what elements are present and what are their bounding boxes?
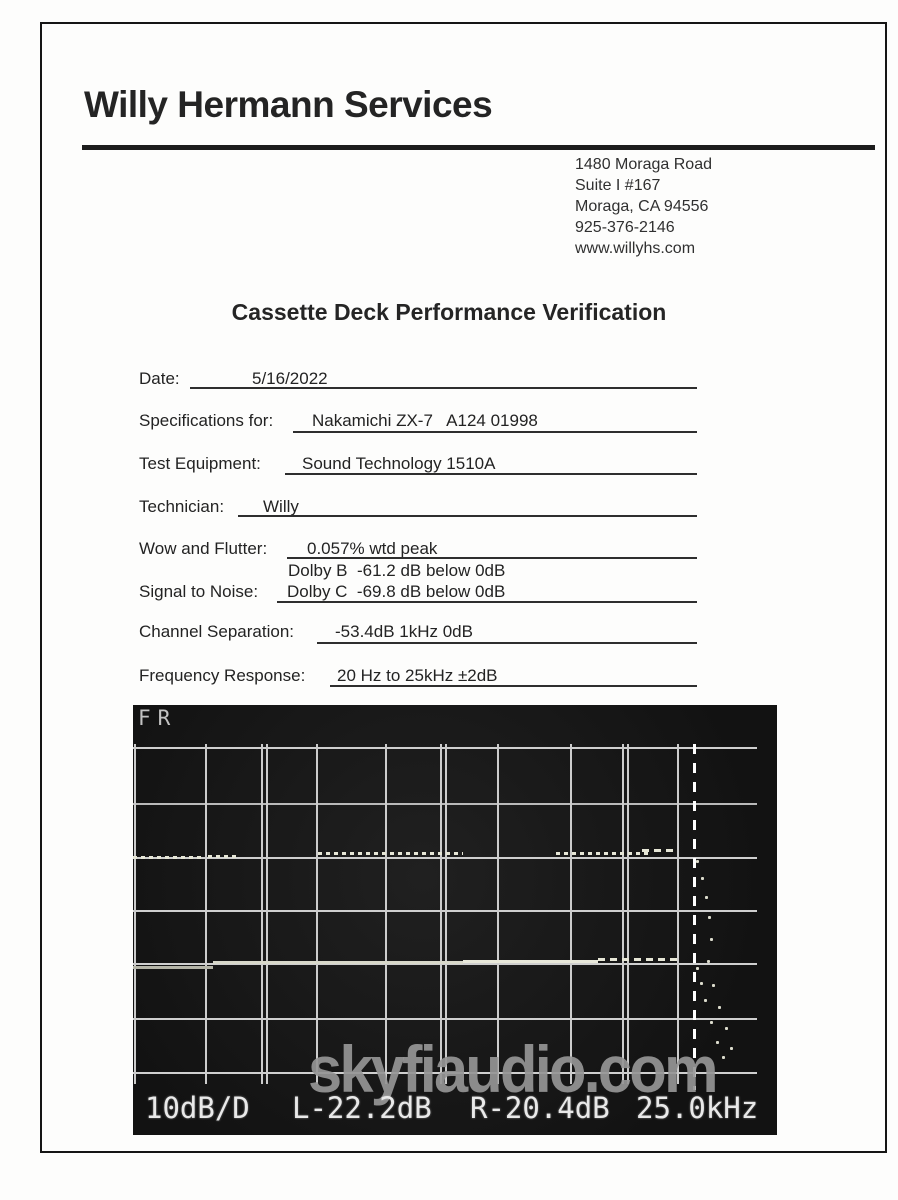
scope-trace-dot (701, 877, 704, 880)
field-label-technician: Technician: (139, 497, 225, 516)
scope-trace-upper (133, 856, 203, 859)
field-underline (277, 601, 697, 603)
field-underline (285, 473, 697, 475)
scope-grid-vline (261, 744, 263, 1084)
field-value-channel-separation: -53.4dB 1kHz 0dB (335, 622, 473, 641)
scope-grid-vline (445, 744, 447, 1084)
field-value-test-equipment: Sound Technology 1510A (302, 454, 496, 473)
readout-marker-freq: 25.0kHz (636, 1091, 759, 1125)
scope-grid-vline (622, 744, 624, 1084)
field-underline (238, 515, 697, 517)
scope-trace-dot (696, 860, 699, 863)
scope-trace-upper (642, 849, 678, 852)
field-underline (330, 685, 697, 687)
field-label-test-equipment: Test Equipment: (139, 454, 261, 473)
scope-trace-dot (700, 982, 703, 985)
scope-grid-vline (134, 744, 136, 1084)
field-value-date: 5/16/2022 (252, 369, 328, 388)
scope-trace-upper (556, 852, 648, 855)
scope-trace-dot (708, 916, 711, 919)
field-value-signal-noise-dolby-c: Dolby C -69.8 dB below 0dB (287, 582, 506, 601)
scope-trace-lower (213, 961, 463, 964)
field-label-signal-noise: Signal to Noise: (139, 582, 259, 601)
address-line: Moraga, CA 94556 (575, 198, 709, 215)
field-label-frequency-response: Frequency Response: (139, 666, 306, 685)
readout-right-level: R-20.4dB (470, 1091, 610, 1125)
scope-trace-dot (722, 1056, 725, 1059)
scope-trace-lower (598, 958, 680, 961)
field-label-channel-separation: Channel Separation: (139, 622, 295, 641)
address-line: 1480 Moraga Road (575, 156, 712, 173)
scope-trace-dot (716, 1041, 719, 1044)
scope-trace-dot (718, 1006, 721, 1009)
scope-grid-vline (266, 744, 268, 1084)
scope-trace-dot (725, 1027, 728, 1030)
scope-trace-dot (730, 1047, 733, 1050)
scope-trace-dot (710, 938, 713, 941)
scope-trace-dot (710, 1021, 713, 1024)
scope-trace-lower (463, 960, 598, 963)
scope-trace-dot (696, 967, 699, 970)
field-value-wow-flutter: 0.057% wtd peak (307, 539, 438, 558)
page-border (40, 22, 887, 1153)
scope-grid-vline (385, 744, 387, 1084)
field-value-frequency-response: 20 Hz to 25kHz ±2dB (337, 666, 498, 685)
scope-trace-lower (133, 966, 213, 969)
scope-grid-vline (570, 744, 572, 1084)
scope-trace-upper (208, 855, 240, 858)
address-line: Suite I #167 (575, 177, 661, 194)
field-underline (293, 431, 697, 433)
field-label-specifications: Specifications for: (139, 411, 274, 430)
readout-left-level: L-22.2dB (292, 1091, 432, 1125)
scope-grid-vline (205, 744, 207, 1084)
scope-mode-label: FR (138, 706, 178, 730)
scope-grid-vline (497, 744, 499, 1084)
scope-trace-dot (704, 999, 707, 1002)
scope-trace-upper (318, 852, 463, 855)
readout-scale: 10dB/D (145, 1091, 250, 1125)
address-line: www.willyhs.com (575, 240, 696, 257)
scope-grid-vline (316, 744, 318, 1084)
scope-trace-dot (712, 984, 715, 987)
watermark: skyfiaudio.com (308, 1032, 719, 1106)
page-title: Cassette Deck Performance Verification (231, 299, 667, 325)
address-block: 1480 Moraga Road Suite I #167 Moraga, CA… (575, 154, 712, 259)
header-rule (82, 145, 875, 150)
scope-trace-dot (705, 896, 708, 899)
field-underline (287, 557, 697, 559)
field-underline (190, 387, 697, 389)
scope-marker-dashed-line (693, 744, 696, 1090)
address-line: 925-376-2146 (575, 219, 675, 236)
field-value-specifications: Nakamichi ZX-7 A124 01998 (312, 411, 538, 430)
company-name: Willy Hermann Services (84, 84, 493, 125)
field-label-wow-flutter: Wow and Flutter: (139, 539, 268, 558)
scope-grid-vline (677, 744, 679, 1084)
scope-grid-vline (440, 744, 442, 1084)
scope-trace-dot (707, 960, 710, 963)
field-underline (317, 642, 697, 644)
field-value-technician: Willy (263, 497, 299, 516)
scope-photo: FR (133, 705, 777, 1135)
scope-grid-vline (627, 744, 629, 1084)
field-label-date: Date: (139, 369, 180, 388)
field-value-signal-noise-dolby-b: Dolby B -61.2 dB below 0dB (288, 561, 506, 580)
